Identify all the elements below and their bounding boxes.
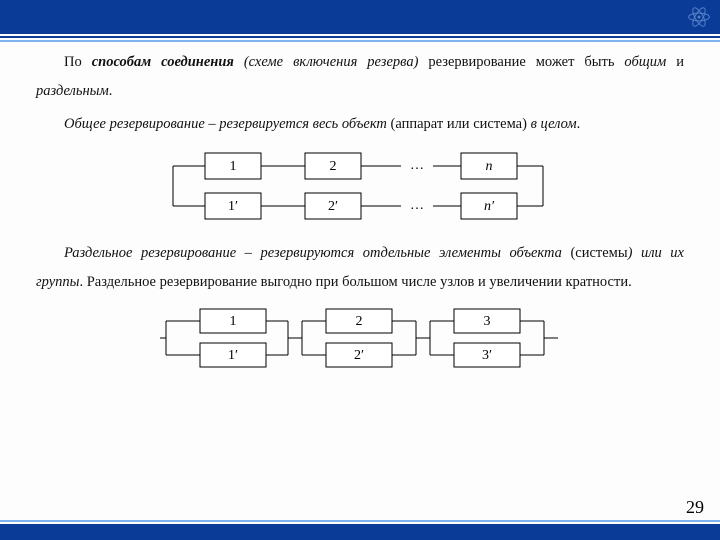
body-content: По способам соединения (схеме включения …: [0, 42, 720, 375]
header-band: [0, 0, 720, 34]
p3-ital-1: Раздельное резервирование – резервируютс…: [64, 245, 562, 261]
diagram-2-wrap: 1 1′ 2 2′ 3 3′: [36, 303, 684, 375]
header-rule-dark: [0, 36, 720, 38]
diagram-1-wrap: 1 2 n 1′ 2′ n′ … …: [36, 145, 684, 229]
p1-ital-3: раздельным: [36, 83, 109, 99]
d1-dots-bot: …: [410, 198, 424, 213]
d2-top-3: 3: [484, 314, 491, 329]
p1-text-post: резервирование может быть: [418, 54, 624, 70]
footer-rule-light: [0, 520, 720, 522]
p1-text-pre: По: [64, 54, 92, 70]
d2-top-1: 1: [230, 314, 237, 329]
diagram-2: 1 1′ 2 2′ 3 3′: [160, 303, 560, 375]
para-1: По способам соединения (схеме включения …: [36, 48, 684, 106]
p2-ital-2: в целом: [531, 116, 577, 132]
d2-top-2: 2: [356, 314, 363, 329]
page-number: 29: [686, 497, 704, 518]
d2-bot-3: 3′: [482, 348, 492, 363]
d1-top-2: 2: [330, 159, 337, 174]
d2-bot-1: 1′: [228, 348, 238, 363]
d1-bot-2: 2′: [328, 199, 338, 214]
para-2: Общее резервирование – резервируется вес…: [36, 110, 684, 139]
d1-bot-n: n′: [484, 199, 495, 214]
p2-end: .: [577, 116, 581, 132]
diagram-1: 1 2 n 1′ 2′ n′ … …: [165, 145, 555, 229]
footer-band: [0, 526, 720, 540]
p2-ital-1: Общее резервирование – резервируется вес…: [64, 116, 387, 132]
p1-and: и: [666, 54, 684, 70]
p2-mid: (аппарат или система): [387, 116, 531, 132]
p3-mid: (системы: [562, 245, 628, 261]
p1-boldital: способам соединения: [92, 54, 234, 70]
d1-top-n: n: [486, 159, 493, 174]
para-3: Раздельное резервирование – резервируютс…: [36, 239, 684, 297]
d1-bot-1: 1′: [228, 199, 238, 214]
p1-ital-mid: (схеме включения резерва): [234, 54, 419, 70]
atom-logo-icon: [686, 4, 712, 30]
d2-bot-2: 2′: [354, 348, 364, 363]
d1-top-1: 1: [230, 159, 237, 174]
p1-ital-2: общим: [624, 54, 666, 70]
p1-end: .: [109, 83, 113, 99]
d1-dots-top: …: [410, 158, 424, 173]
p3-post: . Раздельное резервирование выгодно при …: [79, 274, 631, 290]
